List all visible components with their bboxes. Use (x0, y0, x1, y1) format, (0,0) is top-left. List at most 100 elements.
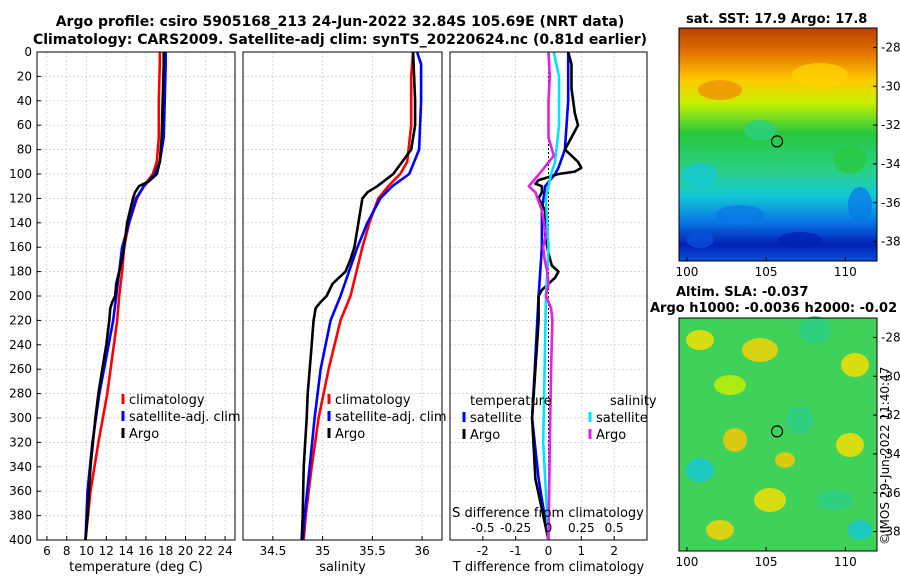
argo-location-marker (770, 135, 784, 148)
legend-label: climatology (335, 393, 411, 408)
y-tick-label: 80 (17, 143, 32, 157)
sst-map-title: sat. SST: 17.9 Argo: 17.8 (686, 12, 868, 27)
map-x-tick-label: 105 (755, 265, 778, 279)
y-tick-label: 380 (9, 509, 32, 523)
salinity-tick-label: 0.25 (568, 521, 595, 535)
x-tick-label: 0 (545, 544, 553, 558)
x-tick-label: 22 (198, 544, 213, 558)
legend-label: satellite (470, 411, 522, 426)
legend-header-salinity: salinity (610, 394, 657, 409)
y-tick-label: 20 (17, 69, 32, 83)
y-tick-label: 280 (9, 387, 32, 401)
x-axis-label: temperature (deg C) (69, 560, 203, 575)
map-x-tick-label: 100 (675, 555, 698, 569)
x-tick-label: 20 (178, 544, 193, 558)
legend-label: satellite-adj. clim (335, 410, 447, 425)
sla-patch (714, 375, 746, 395)
map-y-tick-label: -34 (881, 447, 900, 461)
y-tick-label: 320 (9, 435, 32, 449)
map-y-tick-label: -32 (881, 408, 900, 422)
map-y-tick-label: -28 (881, 40, 900, 54)
panel-temperature: 6 8 10 12 14 16 18 20 22 240204060801001201401601… (9, 45, 241, 575)
sla-patch (786, 406, 814, 434)
y-tick-label: 140 (9, 216, 32, 230)
series-t-argo (530, 51, 583, 541)
map-frame (678, 27, 878, 262)
panel-differences: -2 -1 0 1 2 T difference from climatology temp… (449, 51, 657, 575)
map-y-tick-label: -36 (881, 196, 900, 210)
panel-salinity: 34.5 35 35.5 36 salinity climatology satellite… (242, 51, 447, 575)
x-axis-label: salinity (319, 560, 366, 575)
legend-label: Argo (129, 427, 159, 442)
x-tick-label: 10 (79, 544, 94, 558)
x-tick-label: 18 (158, 544, 173, 558)
map-x-tick-label: 105 (755, 555, 778, 569)
argo-location-marker (770, 425, 784, 438)
map-y-tick-label: -38 (881, 235, 900, 249)
x-tick-label: 24 (217, 544, 232, 558)
y-tick-label: 180 (9, 265, 32, 279)
x-tick-label: 8 (63, 544, 71, 558)
x-tick-label: 2 (610, 544, 618, 558)
x-tick-label: 6 (43, 544, 51, 558)
sla-patch (723, 428, 747, 452)
plot-title-line-1: Argo profile: csiro 5905168_213 24-Jun-2… (55, 14, 625, 30)
legend-label: satellite-adj. clim (129, 410, 241, 425)
legend-label: Argo (596, 428, 626, 443)
x-tick-label: 36 (414, 544, 429, 558)
x-tick-label: 1 (578, 544, 586, 558)
salinity-tick-label: 0 (545, 521, 553, 535)
y-tick-label: 240 (9, 338, 32, 352)
y-tick-label: 40 (17, 94, 32, 108)
sst-patch (686, 232, 714, 248)
y-tick-label: 260 (9, 362, 32, 376)
legend-label: satellite (596, 411, 648, 426)
series-satellite-adj-clim (301, 51, 423, 541)
sla-patch (836, 433, 864, 457)
x-tick-label: 34.5 (259, 544, 286, 558)
x-tick-label: 14 (118, 544, 133, 558)
y-tick-label: 340 (9, 460, 32, 474)
sst-field (679, 28, 877, 261)
sla-patch (841, 353, 869, 377)
salinity-tick-label: -0.25 (500, 521, 531, 535)
sla-patch (775, 452, 795, 468)
map-y-tick-label: -34 (881, 157, 900, 171)
series-argo (84, 52, 165, 541)
x-tick-label: 12 (99, 544, 114, 558)
plot-frame (242, 51, 443, 541)
y-tick-label: 100 (9, 167, 32, 181)
salinity-axis-label: S difference from climatology (452, 506, 644, 521)
legend-header-temperature: temperature (470, 394, 552, 409)
sst-patch (716, 205, 764, 225)
sst-patch (682, 163, 718, 187)
legend-label: Argo (470, 428, 500, 443)
sla-patch (754, 488, 786, 512)
map-y-tick-label: -30 (881, 79, 900, 93)
series-argo (300, 51, 417, 541)
x-tick-label: 35 (315, 544, 330, 558)
map-frame (678, 317, 878, 552)
sla-patch (817, 490, 853, 510)
series-s-argo (527, 51, 556, 541)
sla-patch (848, 520, 872, 540)
y-tick-label: 60 (17, 118, 32, 132)
y-tick-label: 120 (9, 191, 32, 205)
sla-patch (686, 458, 714, 482)
map-y-tick-label: -36 (881, 486, 900, 500)
map-x-tick-label: 110 (834, 555, 857, 569)
map-y-tick-label: -28 (881, 330, 900, 344)
sla-patch (742, 338, 778, 362)
y-tick-label: 200 (9, 289, 32, 303)
map-x-tick-label: 110 (834, 265, 857, 279)
sst-patch (834, 146, 866, 174)
map-y-tick-label: -38 (881, 525, 900, 539)
plot-title-line-2: Climatology: CARS2009. Satellite-adj cli… (32, 32, 648, 48)
map-y-tick-label: -30 (881, 369, 900, 383)
map-sla: -28 -30 -32 -34 -36 -38 100 105 110 (675, 316, 900, 569)
sst-patch (744, 120, 776, 140)
sla-patch (799, 316, 831, 344)
map-sst: -28 -30 -32 -34 -36 -38 100 105 110 (675, 27, 900, 279)
sla-patch (706, 520, 734, 540)
